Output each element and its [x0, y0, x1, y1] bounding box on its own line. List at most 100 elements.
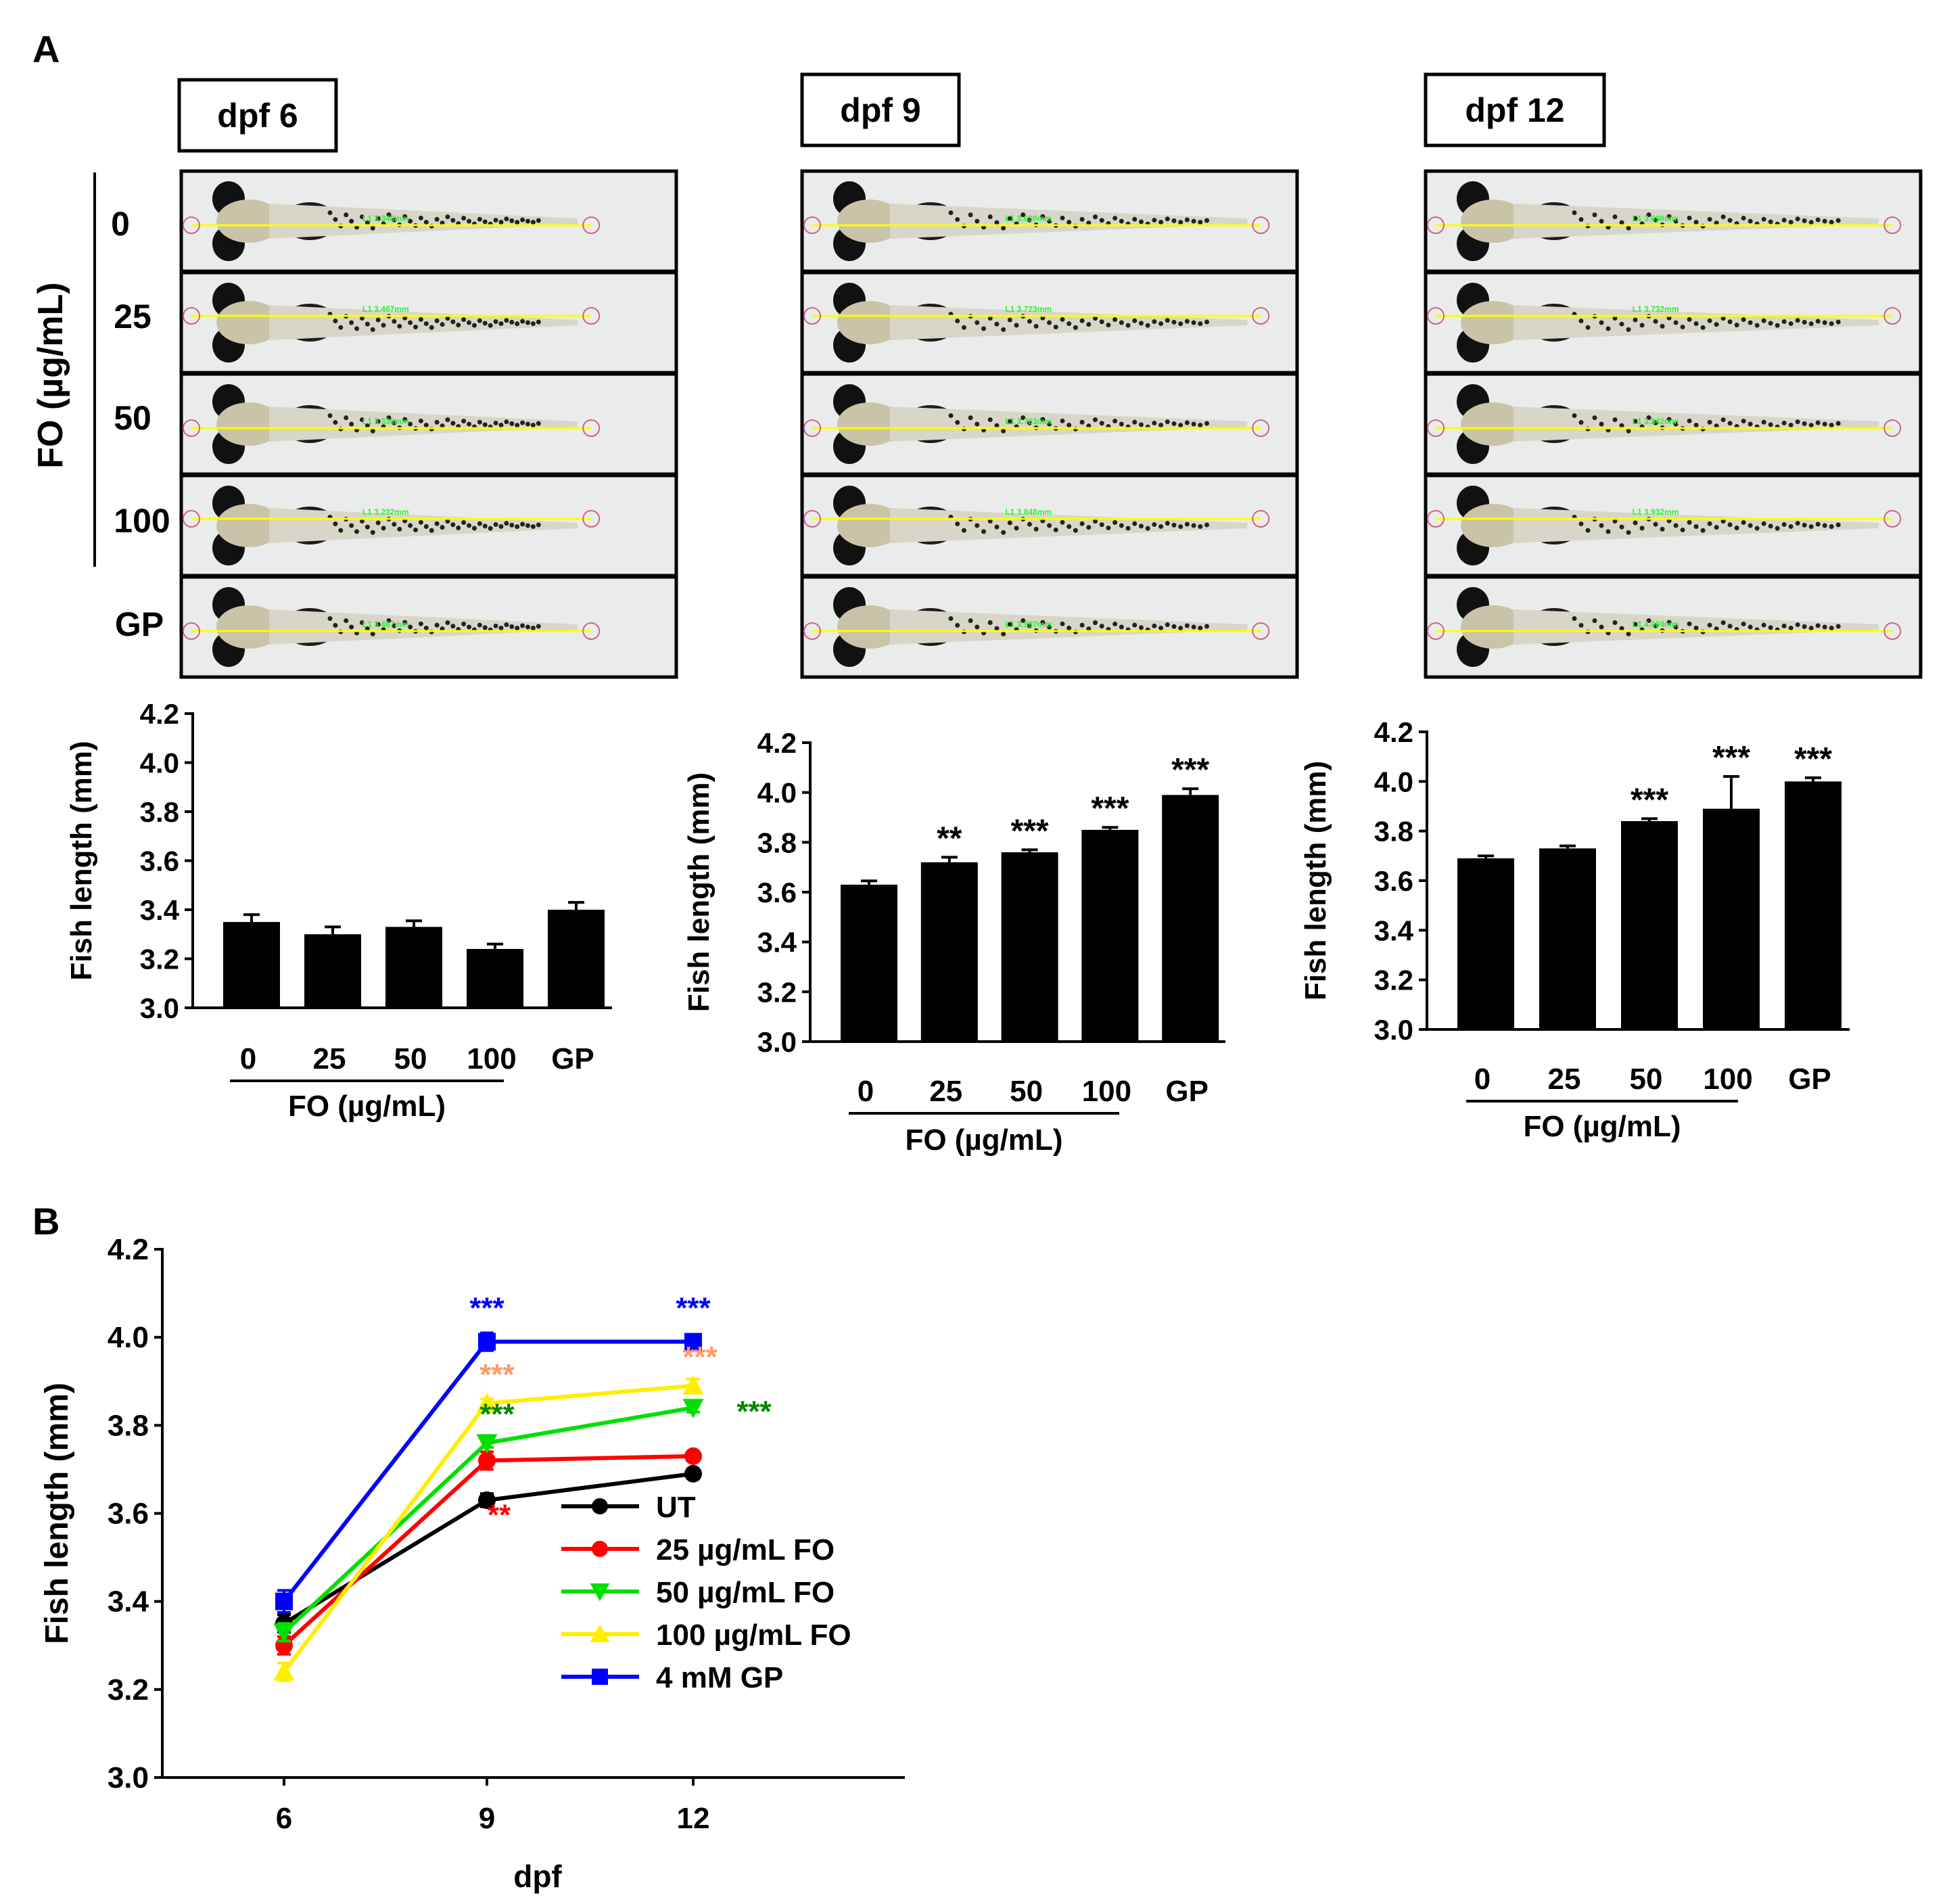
larva-pigment [477, 521, 482, 526]
larva-pigment [1152, 319, 1157, 324]
larva-pigment [498, 524, 504, 529]
larva-head [216, 200, 281, 243]
y-tick-label: 3.8 [757, 827, 797, 858]
larva-images-dpf12: L1 3.698mm L1 3.732mm L1 3.842mm L1 3.932mm… [1424, 169, 1923, 679]
larva-pigment [461, 520, 467, 526]
fo-axis-label: FO (µg/mL) [31, 282, 70, 468]
larva-pigment [370, 631, 375, 636]
larva-pigment [402, 417, 408, 422]
larva-pigment [1198, 321, 1203, 327]
measurement-label: L1 3.698mm [1633, 214, 1679, 223]
larva-pigment [408, 218, 413, 224]
larva-pigment [1822, 523, 1827, 528]
larva-pigment [1788, 321, 1793, 326]
larva-pigment [509, 218, 515, 223]
larva-pigment [1808, 321, 1814, 327]
larva-pigment [1612, 214, 1618, 219]
larva-pigment [1125, 323, 1131, 328]
larva-pigment [1119, 624, 1124, 630]
larva-pigment [1747, 320, 1753, 325]
larva-pigment [1158, 524, 1164, 529]
larva-pigment [471, 526, 477, 531]
y-tick-label: 4.0 [140, 747, 179, 779]
larva-pigment [1680, 527, 1685, 532]
larva-pigment [1680, 324, 1685, 329]
bar-0 [223, 922, 280, 1008]
bar-50 [1001, 852, 1058, 1042]
legend-label: 4 mM GP [656, 1661, 783, 1694]
larva-head [837, 605, 902, 649]
marker-triangle-up [273, 1661, 295, 1681]
y-tick-label: 4.2 [140, 698, 179, 730]
marker-circle [684, 1464, 702, 1483]
larva-pigment [1761, 318, 1766, 323]
larva-pigment [1184, 217, 1190, 223]
y-axis-label: Fish length (mm) [39, 1383, 75, 1644]
larva-pigment [418, 317, 423, 322]
bar-0 [1457, 858, 1514, 1029]
larva-pigment [1687, 519, 1692, 525]
significance-stars: *** [682, 1341, 718, 1374]
larva-pigment [1761, 216, 1766, 222]
larva-pigment [1815, 420, 1821, 425]
larva-pigment [1099, 319, 1104, 325]
marker-square [478, 1332, 496, 1351]
measurement-label: L1 4.004mm [1633, 620, 1679, 629]
larva-pigment [968, 618, 973, 624]
larva-pigment [948, 210, 954, 215]
larva-pigment [1802, 319, 1807, 325]
larva-pigment [327, 413, 333, 418]
larva-pigment [1653, 521, 1658, 527]
x-tick-label: GP [1165, 1075, 1209, 1108]
larva-pigment [445, 417, 450, 423]
larva-pigment [1626, 327, 1631, 332]
larva-pigment [408, 624, 413, 630]
larva-body [269, 508, 578, 543]
y-tick-label: 3.0 [108, 1761, 149, 1794]
larva-pigment [1720, 620, 1726, 626]
larva-pigment [1673, 218, 1679, 224]
larva-pigment [1720, 316, 1726, 321]
larva-pigment [1158, 625, 1164, 630]
measurement-endpoint [582, 419, 601, 437]
larva-pigment [467, 523, 472, 528]
larva-pigment [515, 524, 520, 530]
larva-pigment [1093, 417, 1098, 423]
larva-pigment [1171, 624, 1177, 629]
y-axis-label: Fish length (mm) [65, 741, 98, 980]
larva-pigment [1741, 317, 1746, 323]
y-tick-label: 4.0 [757, 777, 797, 809]
larva-pigment [1578, 521, 1584, 527]
marker-square [684, 1332, 702, 1351]
measurement-endpoint [1252, 307, 1270, 325]
larva-pigment [1099, 522, 1104, 528]
y-tick-label: 3.4 [108, 1585, 149, 1619]
larva-pigment [994, 321, 1000, 327]
larva-pigment [1829, 423, 1834, 428]
larva-pigment [359, 417, 365, 422]
larva-pigment [1027, 319, 1032, 324]
larva-pigment [1106, 526, 1111, 530]
larva-pigment [493, 521, 498, 527]
larva-pigment [1198, 220, 1203, 225]
larva-pigment [1132, 216, 1137, 222]
larva-head [1461, 504, 1526, 547]
larva-pigment [1171, 319, 1177, 325]
larva-pigment [359, 214, 365, 219]
larva-pigment [1152, 420, 1157, 425]
larva-image-cell: L1 3.763mm [800, 372, 1299, 476]
larva-pigment [1040, 620, 1046, 625]
legend-label: 25 µg/mL FO [656, 1533, 835, 1566]
larva-pigment [471, 323, 477, 328]
larva-pigment [1829, 321, 1834, 327]
larva-pigment [1191, 218, 1196, 224]
larva-pigment [423, 321, 429, 326]
larva-pigment [1073, 528, 1078, 533]
significance-stars: *** [479, 1358, 515, 1391]
x-tick-label: GP [551, 1042, 594, 1075]
larva-pigment [434, 318, 440, 323]
significance-stars: *** [1091, 791, 1129, 827]
larva-pigment [1152, 521, 1157, 527]
larva-pigment [1835, 319, 1841, 325]
larva-pigment [1191, 320, 1196, 325]
